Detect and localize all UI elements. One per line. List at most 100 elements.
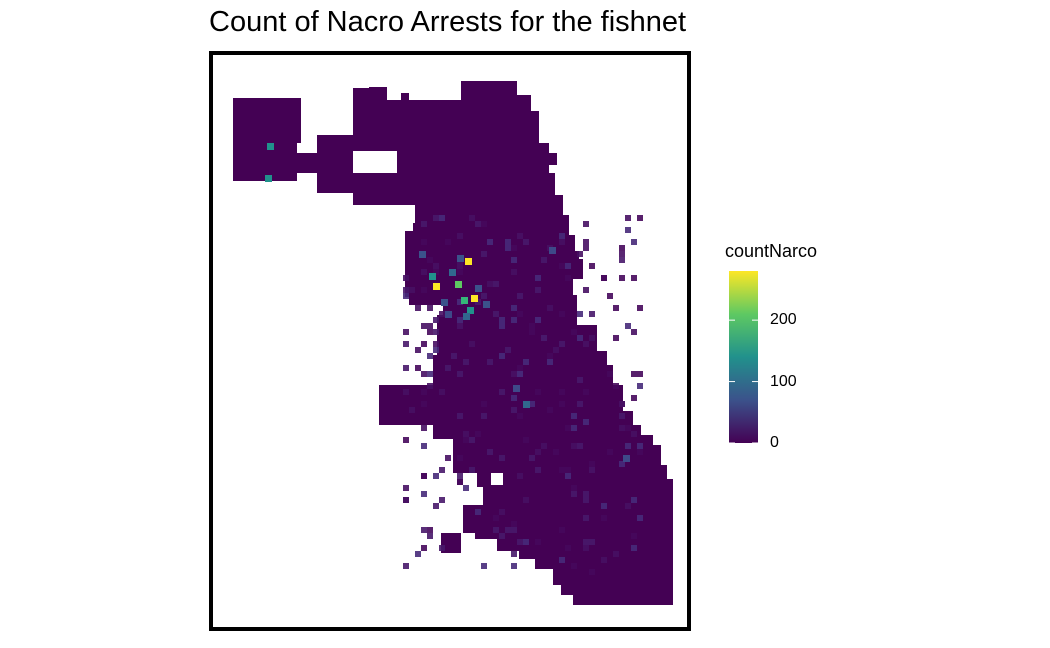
fishnet-cell <box>565 275 571 281</box>
fishnet-cell <box>529 329 535 335</box>
fishnet-cell <box>631 371 637 377</box>
fishnet-cell <box>455 281 462 288</box>
fishnet-cell <box>637 443 643 449</box>
fishnet-cell <box>625 503 631 509</box>
fishnet-cell <box>565 263 571 269</box>
fishnet-cell <box>619 461 625 467</box>
fishnet-cell <box>433 283 440 290</box>
fishnet-cell <box>445 239 451 245</box>
fishnet-cell <box>583 515 589 521</box>
fishnet-cell <box>457 233 463 239</box>
fishnet-cell <box>607 449 613 455</box>
fishnet-cell <box>403 275 409 281</box>
fishnet-cell <box>589 263 595 269</box>
fishnet-cell <box>511 395 517 401</box>
fishnet-cell <box>559 389 565 395</box>
fishnet-cell <box>421 443 427 449</box>
fishnet-cell <box>481 401 487 407</box>
fishnet-cell <box>427 305 433 311</box>
fishnet-cell <box>475 221 481 227</box>
fishnet-cell <box>493 281 499 287</box>
fishnet-cell <box>583 491 589 497</box>
fishnet-cell <box>541 443 547 449</box>
fishnet-cell <box>547 305 553 311</box>
fishnet-cell <box>461 297 468 304</box>
fishnet-cell <box>421 491 427 497</box>
fishnet-cell <box>583 419 589 425</box>
fishnet-cell <box>613 551 619 557</box>
fishnet-cell <box>613 383 619 389</box>
fishnet-cell <box>511 563 517 569</box>
fishnet-cell <box>481 293 487 299</box>
fishnet-cell <box>445 311 452 318</box>
fishnet-cell <box>511 269 517 275</box>
fishnet-cell <box>487 281 493 287</box>
fishnet-cell <box>427 371 433 377</box>
fishnet-cell <box>619 425 625 431</box>
fishnet-cell <box>547 353 553 359</box>
fishnet-cell <box>511 407 517 413</box>
fishnet-cell <box>517 365 523 371</box>
fishnet-cell <box>583 539 589 545</box>
fishnet-cell <box>439 215 445 221</box>
fishnet-cell <box>571 485 577 491</box>
fishnet-cell <box>511 305 517 311</box>
fishnet-cell <box>427 533 433 539</box>
fishnet-cell <box>505 527 511 533</box>
fishnet-cell <box>457 317 463 323</box>
fishnet-cell <box>565 473 571 479</box>
legend-colorbar <box>729 271 758 443</box>
fishnet-cell <box>403 437 409 443</box>
fishnet-cell <box>577 251 583 257</box>
fishnet-cell <box>439 497 445 503</box>
fishnet-cell <box>403 293 409 299</box>
fishnet-cell <box>631 431 637 437</box>
fishnet-cell <box>583 221 589 227</box>
fishnet-cell <box>427 257 433 263</box>
fishnet-cell <box>421 371 427 377</box>
fishnet-cell <box>463 313 470 320</box>
fishnet-cell <box>409 287 415 293</box>
fishnet-cell <box>511 551 517 557</box>
fishnet-cell <box>631 545 637 551</box>
fishnet-cell <box>523 539 529 545</box>
fishnet-cell <box>559 527 565 533</box>
fishnet-cell <box>637 305 643 311</box>
fishnet-cell <box>469 467 475 473</box>
fishnet-cell <box>559 401 565 407</box>
fishnet-cell <box>613 335 619 341</box>
chicago-fishnet-region <box>233 81 673 605</box>
fishnet-cell <box>511 245 517 251</box>
fishnet-cell <box>427 323 433 329</box>
fishnet-cell <box>421 239 427 245</box>
city-outline <box>233 81 673 605</box>
fishnet-cell <box>403 389 409 395</box>
fishnet-cell <box>559 311 565 317</box>
fishnet-cell <box>589 539 595 545</box>
fishnet-cell <box>535 317 541 323</box>
fishnet-cell <box>631 395 637 401</box>
fishnet-cell <box>421 425 427 431</box>
legend-tick-label: 100 <box>770 372 797 390</box>
fishnet-cell <box>493 515 499 521</box>
fishnet-cell <box>487 239 493 245</box>
fishnet-cell <box>583 545 589 551</box>
fishnet-cell <box>571 329 577 335</box>
fishnet-cell <box>529 323 535 329</box>
fishnet-cell <box>433 341 439 347</box>
fishnet-cell <box>421 473 427 479</box>
fishnet-cell <box>535 467 541 473</box>
fishnet-cell <box>601 275 607 281</box>
fishnet-cell <box>499 323 505 329</box>
fishnet-cell <box>637 215 643 221</box>
fishnet-cell <box>517 233 523 239</box>
fishnet-cell <box>487 449 493 455</box>
fishnet-cell <box>619 251 625 257</box>
fishnet-cell <box>553 347 559 353</box>
fishnet-cell <box>439 545 445 551</box>
fishnet-cell <box>583 341 589 347</box>
fishnet-cell <box>637 371 643 377</box>
fishnet-cell <box>511 521 517 527</box>
fishnet-cell <box>409 407 415 413</box>
fishnet-cell <box>403 365 409 371</box>
